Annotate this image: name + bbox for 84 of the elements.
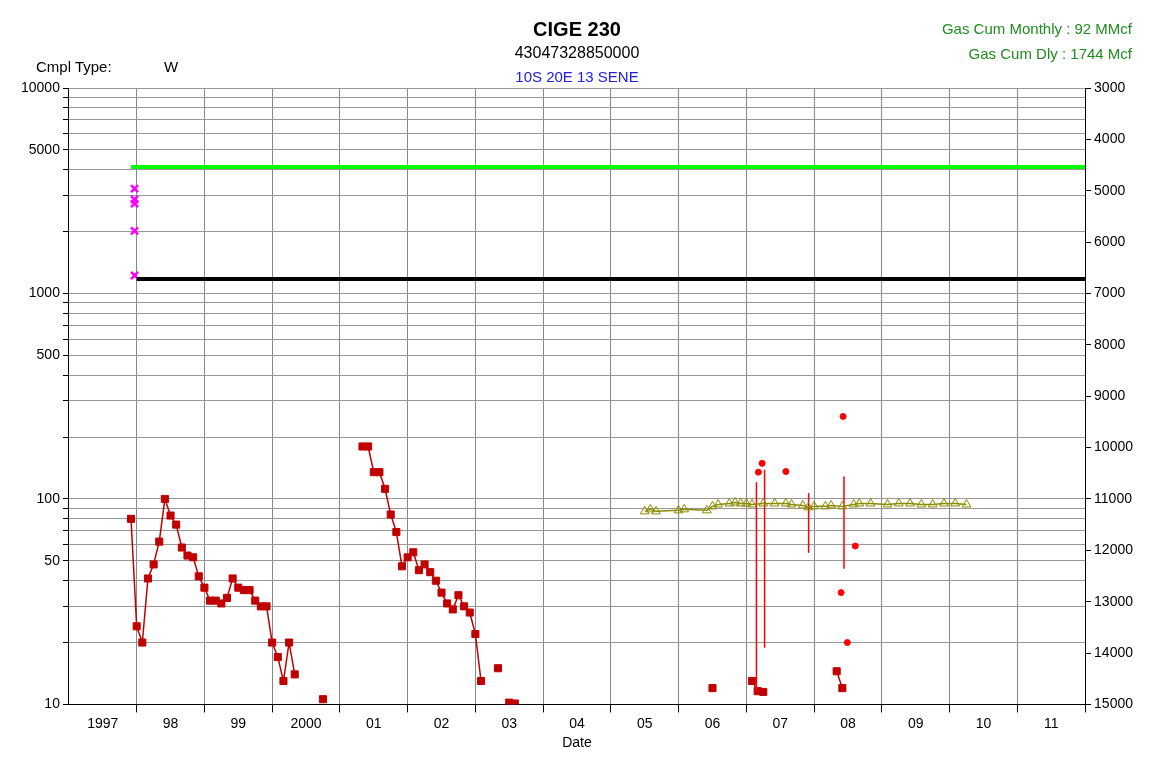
text: 10S 20E 13 SENE: [515, 68, 639, 86]
point: [854, 498, 865, 507]
y2-tick-label: 3000: [1094, 78, 1126, 95]
y2-tick-label: 5000: [1094, 181, 1126, 198]
y2-tick-label: 15000: [1094, 695, 1134, 712]
point: [927, 498, 938, 508]
point: [961, 498, 972, 508]
point: [839, 412, 847, 420]
point: [865, 498, 876, 507]
point: [837, 500, 848, 510]
x-tick-label: 06: [704, 714, 721, 731]
point: [826, 499, 836, 509]
x-tick-label: 07: [772, 714, 789, 731]
y2-tick-label: 8000: [1094, 335, 1126, 352]
text: Cmpl Type:: [36, 58, 112, 76]
point: [651, 505, 661, 515]
y-tick-label: 5000: [28, 140, 61, 157]
x-tick-label: 02: [433, 714, 450, 731]
point: [837, 589, 845, 597]
x-tick-label: 98: [162, 714, 179, 731]
point: [713, 498, 723, 508]
point: [950, 498, 961, 507]
y-tick-label: 10000: [20, 78, 61, 95]
point: [730, 497, 740, 506]
point: [809, 500, 819, 510]
point: [939, 498, 949, 507]
text: W: [164, 58, 179, 76]
x-tick-label: 10: [975, 714, 992, 731]
chart-subtitle: 43047328850000: [514, 44, 640, 62]
y-tick-label: 100: [36, 489, 61, 506]
x-tick-label: 01: [365, 714, 382, 731]
y2-tick-label: 13000: [1094, 592, 1134, 609]
point: [781, 498, 791, 507]
point: [679, 503, 690, 513]
point: [882, 498, 893, 508]
text: Gas Cum Dly : 1744 Mcf: [968, 45, 1133, 63]
y2-tick-label: 4000: [1094, 130, 1126, 147]
point: [769, 498, 780, 507]
point: [820, 500, 831, 510]
point: [851, 542, 859, 550]
x-tick-label: 2000: [290, 714, 322, 731]
x-tick-label: 08: [840, 714, 856, 731]
point: [639, 505, 650, 515]
point: [786, 498, 797, 508]
point: [797, 499, 808, 509]
x-tick-label: 99: [230, 714, 247, 731]
point: [724, 498, 735, 507]
point: [893, 498, 904, 507]
point: [758, 498, 769, 507]
point: [702, 504, 712, 514]
y2-tick-label: 12000: [1094, 541, 1134, 558]
y-tick-label: 10: [44, 695, 61, 712]
y2-tick-label: 6000: [1094, 232, 1126, 249]
y-tick-label: 1000: [28, 284, 61, 301]
point: [848, 498, 859, 508]
x-tick-label: 05: [636, 714, 653, 731]
y-tick-label: 50: [44, 551, 61, 568]
y2-tick-label: 9000: [1094, 387, 1126, 404]
y2-tick-label: 14000: [1094, 643, 1134, 660]
chart-title: CIGE 230: [533, 17, 621, 40]
x-tick-label: 04: [569, 714, 585, 731]
point: [782, 468, 790, 475]
point: [741, 498, 752, 507]
y2-tick-label: 10000: [1094, 438, 1134, 455]
point: [673, 504, 684, 514]
x-tick-label: 03: [501, 714, 518, 731]
point: [707, 500, 718, 510]
x-tick-label: 09: [907, 714, 924, 731]
point: [735, 498, 746, 507]
point: [905, 498, 915, 507]
y-tick-label: 500: [36, 346, 61, 363]
point: [645, 503, 656, 513]
point: [758, 459, 766, 467]
y2-tick-label: 7000: [1094, 284, 1126, 301]
point: [843, 639, 851, 647]
point: [754, 468, 762, 476]
x-axis-title: Date: [562, 734, 592, 751]
point: [803, 501, 814, 511]
x-tick-label: 11: [1043, 714, 1059, 731]
point: [916, 498, 927, 508]
point: [747, 498, 757, 508]
y2-tick-label: 11000: [1094, 489, 1133, 506]
text: Gas Cum Monthly : 92 MMcf: [941, 20, 1133, 38]
x-tick-label: 1997: [87, 714, 119, 731]
